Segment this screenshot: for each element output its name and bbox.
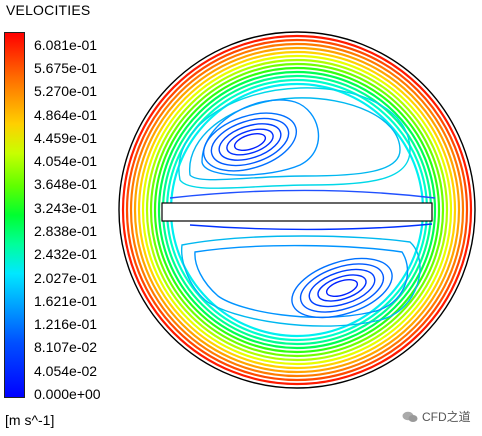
legend-tick: 1.216e-01: [34, 316, 98, 332]
legend-tick: 2.027e-01: [34, 270, 98, 286]
legend-tick: 4.054e-01: [34, 153, 98, 169]
legend-tick: 8.107e-02: [34, 339, 98, 355]
legend-tick: 3.243e-01: [34, 200, 98, 216]
lower-vortex: [181, 223, 433, 327]
legend-tick: 3.648e-01: [34, 176, 98, 192]
legend-tick: 6.081e-01: [34, 37, 98, 53]
watermark-text: CFD之道: [422, 410, 471, 424]
upper-vortex: [169, 87, 436, 199]
vessel-wall: [118, 31, 476, 389]
legend-tick: 4.459e-01: [34, 130, 98, 146]
legend-tick: 5.270e-01: [34, 83, 98, 99]
color-legend-bar: [4, 32, 25, 398]
legend-tick: 1.621e-01: [34, 293, 98, 309]
central-plate: [161, 202, 433, 222]
streamline-plot: [118, 31, 476, 389]
watermark: CFD之道: [402, 408, 471, 425]
legend-tick: 2.838e-01: [34, 223, 98, 239]
legend-tick: 0.000e+00: [34, 386, 101, 402]
wechat-icon: [402, 411, 418, 422]
legend-tick: 2.432e-01: [34, 246, 98, 262]
legend-tick: 5.675e-01: [34, 60, 98, 76]
legend-tick: 4.054e-02: [34, 363, 98, 379]
legend-unit: [m s^-1]: [5, 412, 55, 428]
legend-tick: 4.864e-01: [34, 107, 98, 123]
figure-title: VELOCITIES: [6, 2, 91, 18]
